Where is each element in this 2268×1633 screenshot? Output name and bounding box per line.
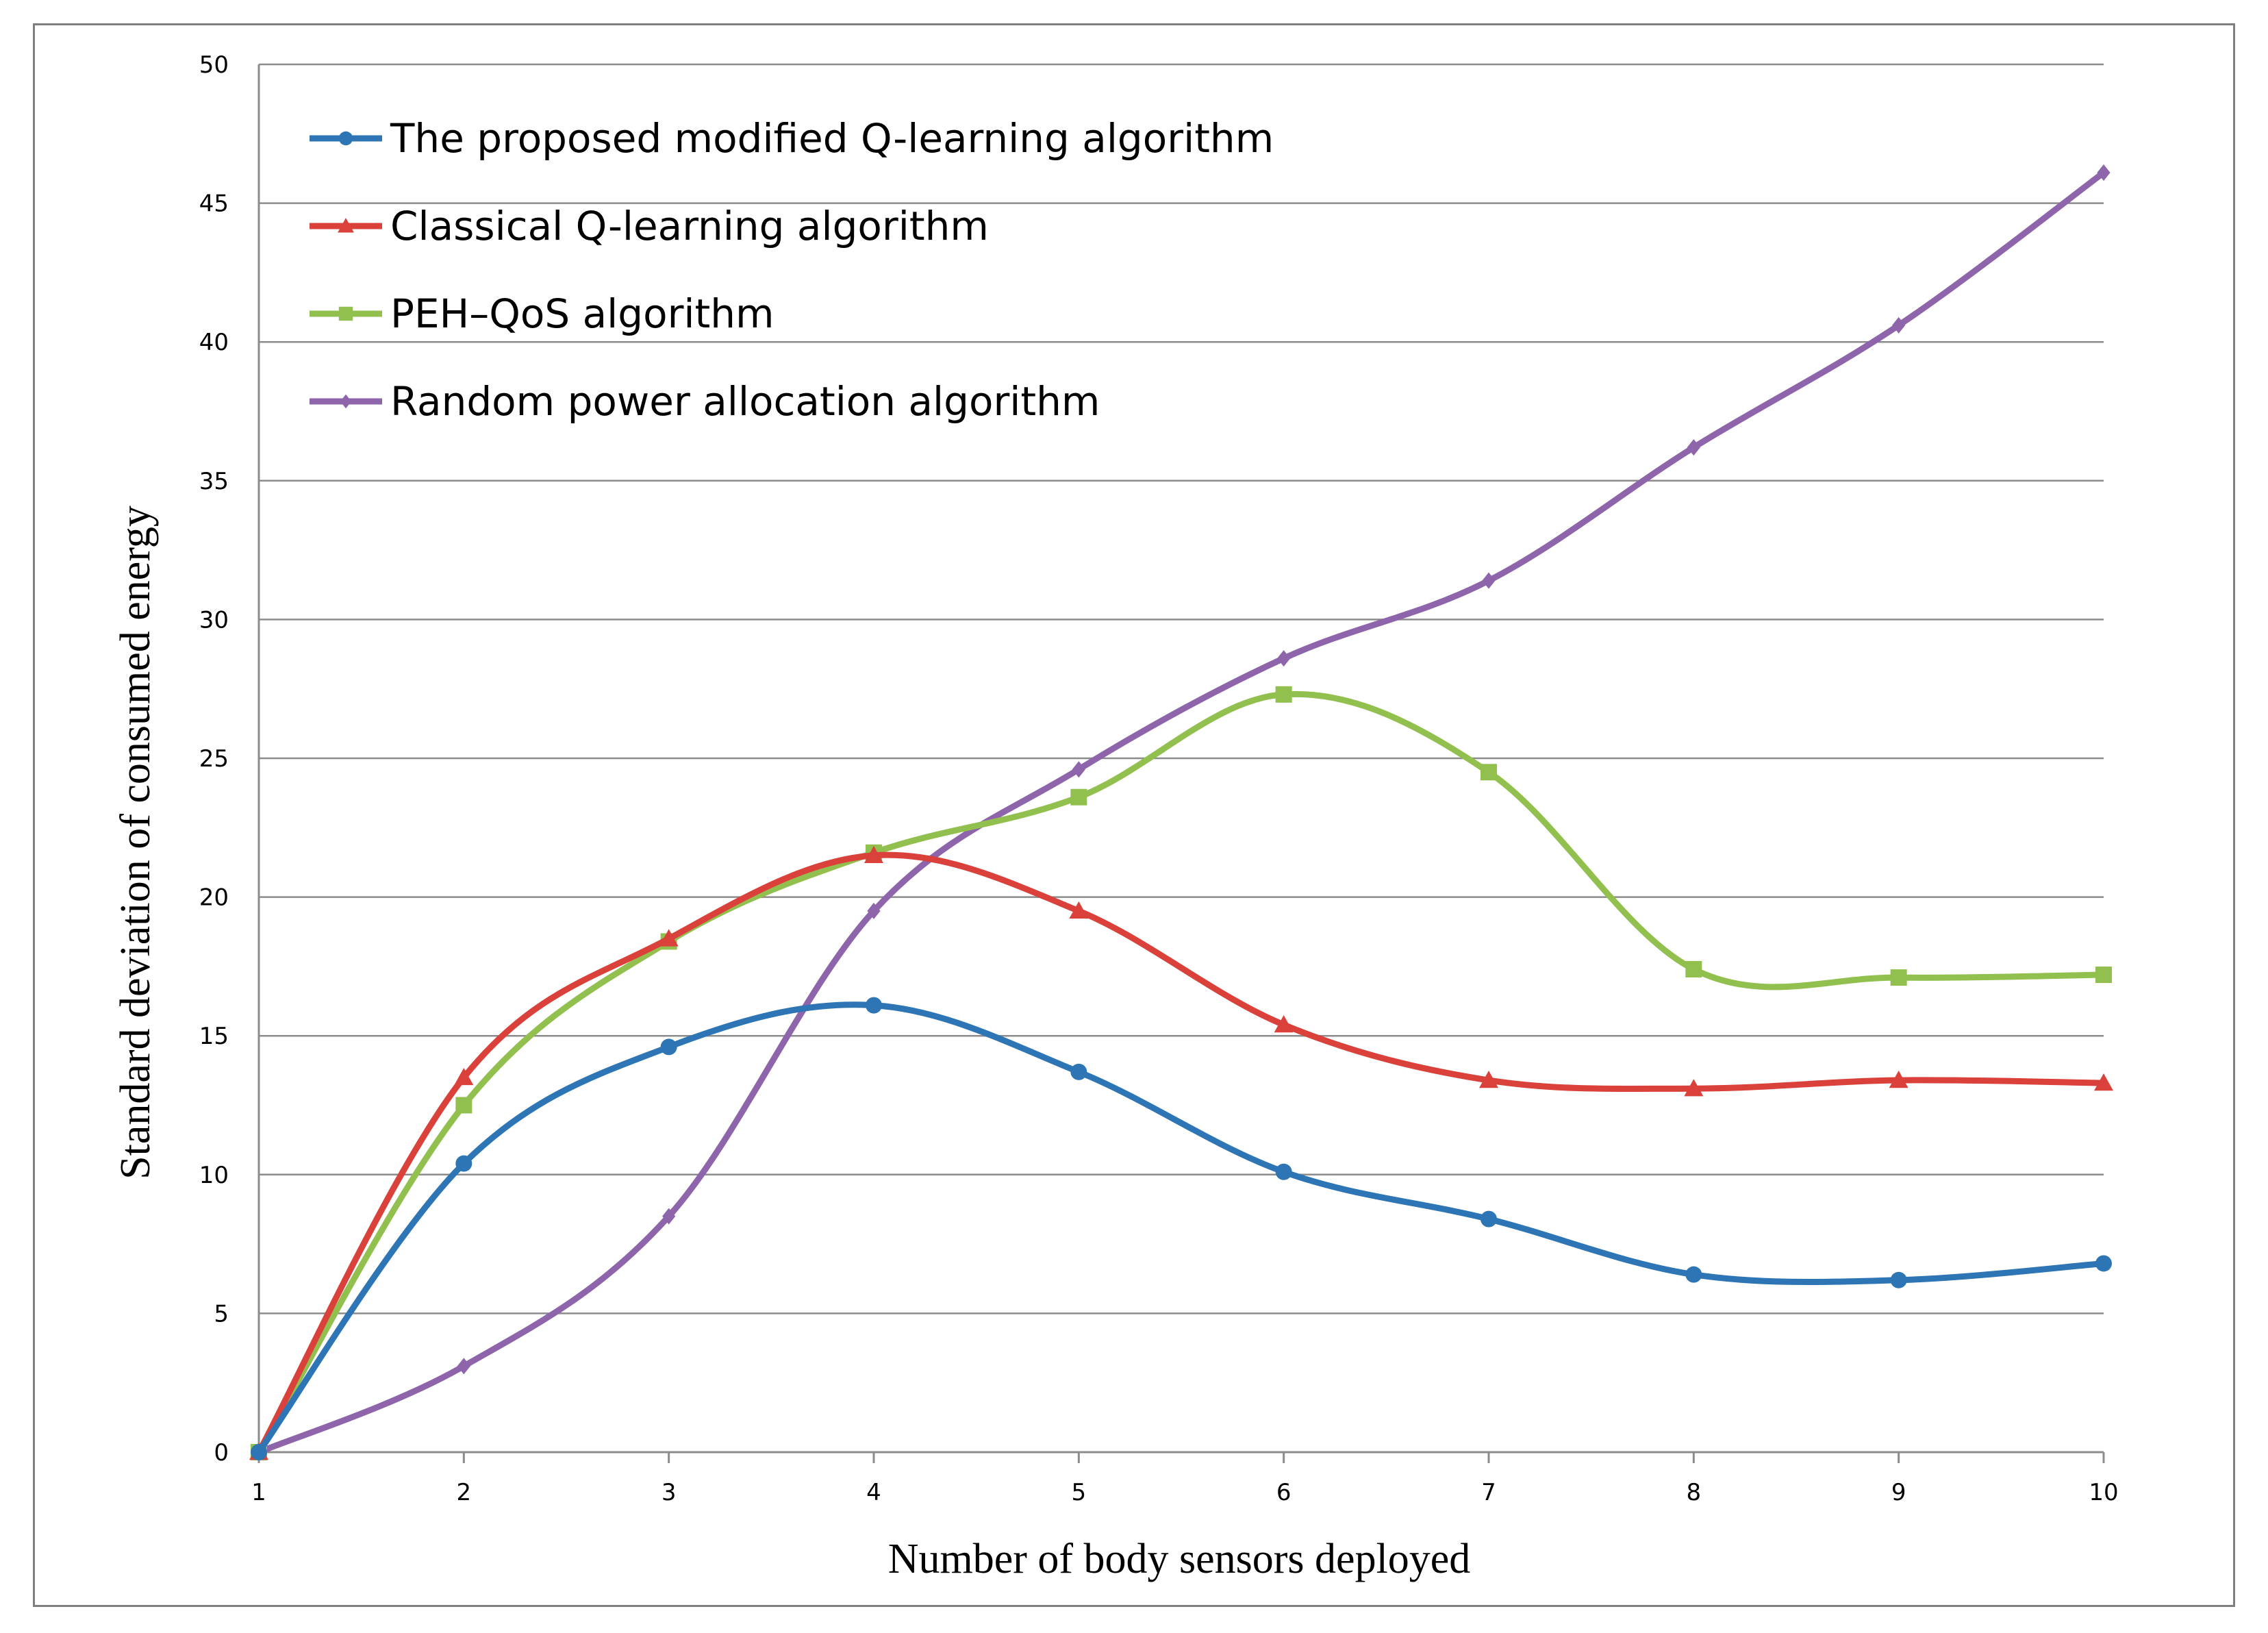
series-random-power-allocation-algorithm — [252, 164, 2110, 1460]
data-point-7 — [1480, 764, 1497, 781]
data-point-2 — [457, 1358, 470, 1375]
y-tick-label: 35 — [199, 468, 229, 495]
data-point-9 — [1890, 969, 1907, 986]
data-point-2 — [454, 1067, 474, 1086]
data-point-4 — [867, 902, 881, 919]
data-point-8 — [1685, 960, 1702, 977]
series-layer — [249, 164, 2113, 1460]
x-tick-label: 2 — [457, 1479, 472, 1506]
data-point-10 — [2094, 1073, 2113, 1091]
data-point-9 — [1889, 1071, 1908, 1088]
y-tick-label: 0 — [214, 1439, 229, 1467]
x-tick-label: 5 — [1072, 1479, 1087, 1506]
legend-swatch-marker — [338, 218, 354, 233]
y-tick-label: 25 — [199, 745, 229, 773]
y-tick-label: 20 — [199, 884, 229, 912]
data-point-4 — [864, 845, 883, 864]
series-line — [255, 169, 2107, 1456]
series-line — [255, 1001, 2107, 1456]
data-point-1 — [251, 1444, 267, 1460]
data-point-8 — [1685, 1266, 1702, 1283]
data-point-7 — [1480, 1210, 1497, 1227]
legend-label: PEH–QoS algorithm — [390, 290, 774, 337]
x-tick-label: 8 — [1687, 1479, 1702, 1506]
x-axis-title: Number of body sensors deployed — [888, 1536, 1471, 1582]
data-point-6 — [1277, 650, 1291, 667]
series-peh-qos-algorithm — [251, 686, 2112, 1460]
legend-item-peh-qos-algorithm: PEH–QoS algorithm — [310, 290, 774, 337]
data-point-3 — [662, 1208, 676, 1225]
data-point-10 — [2095, 1255, 2112, 1272]
data-point-6 — [1274, 1014, 1294, 1033]
legend-swatch-marker — [340, 394, 352, 409]
data-point-10 — [2095, 967, 2112, 984]
y-tick-label: 40 — [199, 329, 229, 356]
legend-item-random-power-allocation-algorithm: Random power allocation algorithm — [310, 378, 1100, 425]
data-point-7 — [1479, 1071, 1498, 1088]
series-classical-q-learning-algorithm — [249, 845, 2113, 1460]
y-tick-label: 30 — [199, 606, 229, 634]
legend-label: Classical Q-learning algorithm — [390, 203, 989, 249]
x-tick-label: 6 — [1276, 1479, 1292, 1506]
chart-frame — [33, 23, 2235, 1607]
grid-layer — [259, 63, 2104, 1454]
legend-swatch-marker — [338, 306, 353, 321]
y-tick-label: 5 — [214, 1300, 229, 1327]
y-tick-label: 45 — [199, 190, 229, 218]
data-point-5 — [1070, 1063, 1087, 1080]
x-tick-label: 3 — [662, 1479, 677, 1506]
x-tick-label: 1 — [251, 1479, 266, 1506]
data-point-9 — [1890, 1271, 1907, 1288]
x-tick-label: 7 — [1481, 1479, 1496, 1506]
data-point-5 — [1069, 901, 1089, 919]
legend-item-the-proposed-modified-q-learning-algorithm: The proposed modified Q-learning algorit… — [310, 115, 1274, 162]
series-line — [255, 851, 2107, 1456]
data-point-10 — [2097, 164, 2110, 182]
series-the-proposed-modified-q-learning-algorithm — [251, 997, 2112, 1460]
y-tick-label: 50 — [199, 51, 229, 79]
data-point-8 — [1684, 1079, 1704, 1097]
data-point-7 — [1482, 572, 1496, 589]
legend-item-classical-q-learning-algorithm: Classical Q-learning algorithm — [310, 203, 989, 249]
y-tick-label: 15 — [199, 1023, 229, 1050]
data-point-9 — [1892, 316, 1906, 334]
data-point-3 — [660, 1038, 677, 1056]
legend: The proposed modified Q-learning algorit… — [310, 115, 1274, 425]
x-tick-label: 9 — [1891, 1479, 1906, 1506]
y-tick-label: 10 — [199, 1162, 229, 1189]
series-line — [255, 690, 2107, 1456]
data-point-6 — [1275, 1163, 1292, 1180]
legend-label: The proposed modified Q-learning algorit… — [390, 115, 1274, 162]
legend-label: Random power allocation algorithm — [390, 378, 1100, 425]
data-point-2 — [455, 1155, 473, 1172]
data-point-8 — [1687, 439, 1700, 456]
data-point-6 — [1275, 686, 1292, 703]
y-axis-title: Standard deviation of consumed energy — [112, 506, 159, 1180]
x-tick-label: 4 — [866, 1479, 881, 1506]
data-point-2 — [455, 1097, 473, 1114]
data-point-4 — [866, 997, 882, 1014]
data-point-5 — [1070, 788, 1087, 806]
x-tick-label: 10 — [2089, 1479, 2118, 1506]
legend-swatch-marker — [338, 131, 353, 146]
data-point-5 — [1072, 761, 1085, 778]
data-point-3 — [659, 929, 679, 947]
